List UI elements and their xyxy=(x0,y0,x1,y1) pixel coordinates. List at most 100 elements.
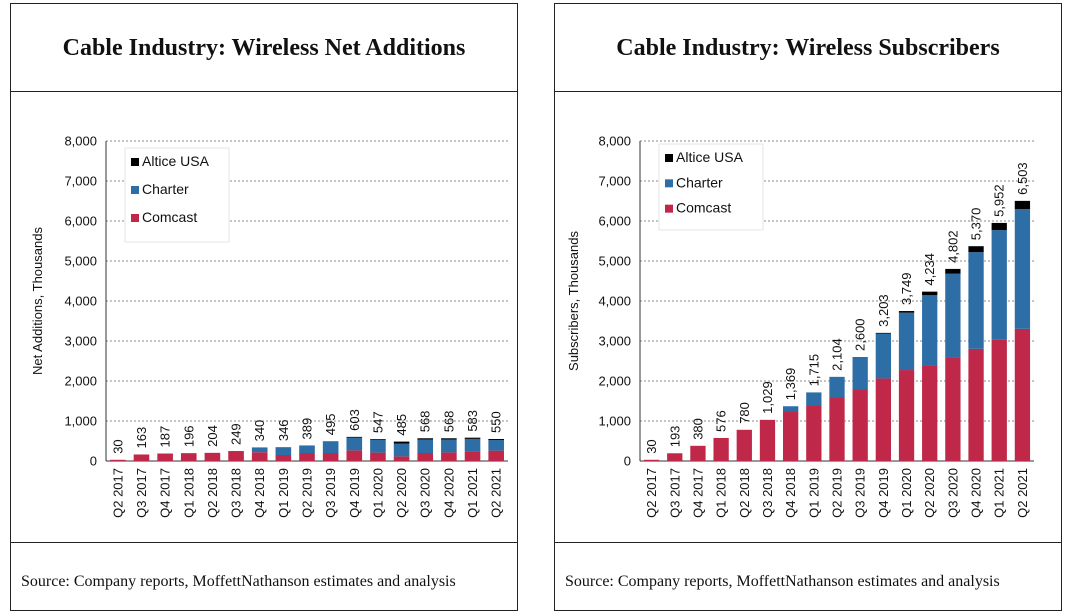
legend-swatch xyxy=(665,179,673,188)
data-label: 163 xyxy=(134,427,149,449)
x-tick-label: Q3 2018 xyxy=(760,468,775,518)
data-label: 568 xyxy=(418,411,433,433)
x-tick-label: Q1 2021 xyxy=(992,468,1007,518)
bar-segment-altice-usa xyxy=(945,268,961,274)
bar-segment-altice-usa xyxy=(922,291,938,296)
source-note: Source: Company reports, MoffettNathanso… xyxy=(555,542,1061,612)
net-additions-panel: Cable Industry: Wireless Net Additions 0… xyxy=(10,3,518,611)
data-label: 485 xyxy=(394,414,409,436)
data-label: 2,600 xyxy=(853,318,868,351)
bar-segment-comcast xyxy=(829,397,845,461)
bar-segment-comcast xyxy=(275,455,292,461)
data-label: 1,369 xyxy=(783,368,798,401)
bar-segment-comcast xyxy=(898,370,915,461)
x-tick-label: Q2 2018 xyxy=(737,468,752,518)
bar-segment-comcast xyxy=(736,429,752,461)
data-label: 346 xyxy=(276,419,291,441)
bar-segment-altice-usa xyxy=(898,311,915,313)
x-tick-label: Q4 2020 xyxy=(969,468,984,518)
legend-swatch xyxy=(665,204,673,213)
x-tick-label: Q1 2020 xyxy=(370,468,385,518)
bar-segment-altice-usa xyxy=(991,222,1007,231)
data-label: 196 xyxy=(181,425,196,447)
bar-segment-charter xyxy=(275,447,292,455)
bar-segment-comcast xyxy=(643,459,660,461)
bar-segment-comcast xyxy=(322,453,339,461)
legend-box xyxy=(658,143,764,231)
bar-segment-comcast xyxy=(945,357,961,461)
bar-segment-comcast xyxy=(759,419,776,461)
y-tick-label: 2,000 xyxy=(598,374,631,389)
data-label: 1,029 xyxy=(760,381,775,414)
bar-segment-charter xyxy=(991,230,1007,340)
bar-segment-charter xyxy=(322,441,339,453)
x-tick-label: Q3 2017 xyxy=(134,468,149,518)
bar-segment-comcast xyxy=(417,453,434,461)
x-tick-label: Q2 2017 xyxy=(644,468,659,518)
y-tick-label: 4,000 xyxy=(64,294,97,309)
legend-box xyxy=(124,147,230,243)
data-label: 583 xyxy=(465,410,480,432)
data-label: 568 xyxy=(441,411,456,433)
bar-segment-comcast xyxy=(713,437,729,461)
x-tick-label: Q2 2021 xyxy=(489,468,504,518)
bar-segment-comcast xyxy=(488,450,504,461)
bar-segment-altice-usa xyxy=(346,436,363,438)
y-tick-label: 6,000 xyxy=(64,214,97,229)
data-label: 4,802 xyxy=(945,230,960,263)
data-label: 5,370 xyxy=(969,208,984,241)
y-tick-label: 8,000 xyxy=(598,134,631,149)
data-label: 547 xyxy=(370,411,385,433)
y-axis-title: Subscribers, Thousands xyxy=(566,231,581,371)
bar-segment-charter xyxy=(875,333,892,379)
legend-label: Charter xyxy=(676,174,723,190)
data-label: 193 xyxy=(667,426,682,448)
bar-segment-comcast xyxy=(852,389,868,461)
bar-segment-charter xyxy=(852,357,868,390)
x-tick-label: Q4 2020 xyxy=(441,468,456,518)
data-label: 187 xyxy=(158,426,173,448)
bar-segment-comcast xyxy=(968,348,984,461)
bar-segment-comcast xyxy=(875,378,892,461)
legend-swatch xyxy=(131,158,139,166)
y-tick-label: 3,000 xyxy=(598,334,631,349)
bar-segment-comcast xyxy=(991,339,1007,461)
y-tick-label: 1,000 xyxy=(64,414,97,429)
data-label: 389 xyxy=(300,418,315,440)
y-tick-label: 0 xyxy=(90,454,97,469)
x-tick-label: Q3 2019 xyxy=(853,468,868,518)
bar-segment-comcast xyxy=(393,456,410,461)
bar-segment-altice-usa xyxy=(370,439,386,440)
bar-segment-comcast xyxy=(228,451,244,461)
bar-segment-altice-usa xyxy=(875,332,892,334)
legend-swatch xyxy=(665,154,673,162)
bar-segment-charter xyxy=(968,252,984,349)
bar-segment-altice-usa xyxy=(393,441,410,444)
bar-segment-charter xyxy=(393,443,410,457)
bar-segment-charter xyxy=(251,447,268,453)
x-tick-label: Q4 2017 xyxy=(690,468,705,518)
bar-segment-charter xyxy=(417,439,434,453)
y-tick-label: 7,000 xyxy=(598,174,631,189)
x-tick-label: Q2 2018 xyxy=(205,468,220,518)
x-tick-label: Q3 2019 xyxy=(323,468,338,518)
bar-segment-comcast xyxy=(806,405,822,461)
y-tick-label: 5,000 xyxy=(64,254,97,269)
bar-segment-charter xyxy=(464,438,481,452)
y-tick-label: 3,000 xyxy=(64,334,97,349)
data-label: 6,503 xyxy=(1015,162,1030,195)
x-tick-label: Q1 2019 xyxy=(276,468,291,518)
data-label: 3,203 xyxy=(876,294,891,327)
bar-segment-comcast xyxy=(1014,328,1031,461)
bar-segment-comcast xyxy=(441,452,457,461)
x-tick-label: Q4 2019 xyxy=(347,468,362,518)
legend-label: Charter xyxy=(142,181,189,197)
legend-label: Comcast xyxy=(142,209,197,225)
source-note: Source: Company reports, MoffettNathanso… xyxy=(11,542,517,612)
bar-segment-charter xyxy=(922,295,938,366)
bar-segment-charter xyxy=(346,437,363,451)
x-tick-label: Q1 2018 xyxy=(714,468,729,518)
x-tick-label: Q4 2018 xyxy=(252,468,267,518)
bar-segment-altice-usa xyxy=(488,439,504,440)
bar-segment-comcast xyxy=(251,452,268,461)
